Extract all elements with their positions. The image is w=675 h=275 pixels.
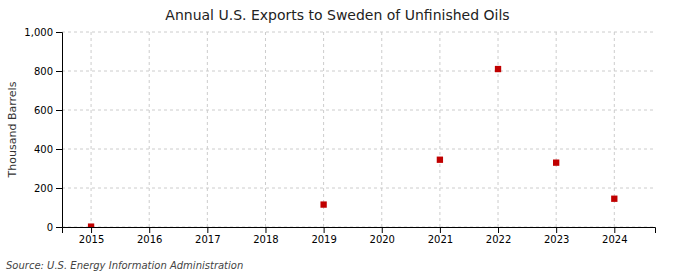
x-tick-mark: [265, 227, 266, 233]
x-tick-mark: [149, 227, 150, 233]
title: Annual U.S. Exports to Sweden of Unfinis…: [165, 7, 509, 23]
y-axis: 0 200 400 600 800 1,000: [24, 27, 62, 233]
x-tick-label: 2020: [370, 234, 395, 245]
y-tick-label: 400: [34, 144, 53, 155]
x-tick: 2022: [486, 227, 511, 245]
x-tick-label: 2023: [544, 234, 569, 245]
y-axis-label: Thousand Barrels: [6, 81, 19, 178]
point: [437, 157, 443, 163]
grid-line-y: [62, 188, 655, 189]
annotation: Source: U.S. Energy Information Administ…: [6, 260, 243, 271]
chart-container: 2015 2016 2017 2018 2019 2020 2021 2022 2023 2024…: [0, 0, 675, 275]
x-tick: 2021: [428, 227, 453, 245]
x-axis-line: [63, 228, 656, 234]
y-tick: 600: [34, 105, 62, 116]
y-tick: 200: [34, 183, 62, 194]
x-tick-mark: [207, 227, 208, 233]
grid: [62, 32, 655, 227]
point: [88, 223, 94, 227]
point: [495, 66, 501, 72]
x-tick: 2023: [544, 227, 569, 245]
y-tick-mark: [56, 110, 62, 111]
x-tick-label: 2024: [602, 234, 627, 245]
y-tick: 400: [34, 144, 62, 155]
y-tick-label: 0: [47, 222, 53, 233]
chart-svg: 2015 2016 2017 2018 2019 2020 2021 2022 2023 2024…: [0, 0, 675, 275]
grid-line-y: [62, 71, 655, 72]
x-tick-label: 2022: [486, 234, 511, 245]
y-tick-label: 1,000: [24, 27, 53, 38]
y-tick: 800: [34, 66, 62, 77]
x-tick-mark: [91, 227, 92, 233]
plot-area: 2015 2016 2017 2018 2019 2020 2021 2022 2023 2024…: [24, 27, 655, 245]
x-tick-label: 2019: [311, 234, 336, 245]
point: [320, 201, 326, 207]
x-tick-label: 2015: [79, 234, 104, 245]
grid-line-x: [323, 32, 324, 227]
y-tick-mark: [56, 32, 62, 33]
x-tick: 2024: [602, 227, 627, 245]
grid-line-y: [62, 149, 655, 150]
x-tick: 2015: [79, 227, 104, 245]
y-tick: 0: [47, 222, 62, 233]
grid-line-x: [265, 32, 266, 227]
x-tick: 2017: [195, 227, 220, 245]
y-tick-label: 200: [34, 183, 53, 194]
x-tick: 2016: [137, 227, 162, 245]
x-tick-label: 2018: [253, 234, 278, 245]
grid-line-x: [498, 32, 499, 227]
y-tick-label: 800: [34, 66, 53, 77]
y-tick-mark: [56, 71, 62, 72]
y-tick: 1,000: [24, 27, 62, 38]
x-tick: 2018: [253, 227, 278, 245]
y-axis-line: [56, 33, 63, 228]
points: [88, 66, 618, 227]
x-tick: 2020: [370, 227, 395, 245]
x-tick-mark: [382, 227, 383, 233]
y-tick-mark: [56, 149, 62, 150]
grid-line-x: [91, 32, 92, 227]
x-axis: 2015 2016 2017 2018 2019 2020 2021 2022 2023 2024: [63, 227, 656, 245]
grid-line-x: [381, 32, 382, 227]
y-tick-mark: [56, 188, 62, 189]
y-tick-label: 600: [34, 105, 53, 116]
x-tick-label: 2017: [195, 234, 220, 245]
x-tick-mark: [556, 227, 557, 233]
grid-line-y: [62, 110, 655, 111]
x-tick-mark: [440, 227, 441, 233]
x-tick-mark: [614, 227, 615, 233]
x-tick-label: 2021: [428, 234, 453, 245]
grid-line-x: [439, 32, 440, 227]
grid-line-y: [62, 32, 655, 33]
x-tick-mark: [498, 227, 499, 233]
y-tick-mark: [56, 227, 62, 228]
x-tick: 2019: [311, 227, 336, 245]
grid-line-x: [149, 32, 150, 227]
grid-line-x: [556, 32, 557, 227]
point: [611, 196, 617, 202]
grid-line-x: [207, 32, 208, 227]
x-tick-label: 2016: [137, 234, 162, 245]
x-tick-mark: [324, 227, 325, 233]
point: [553, 159, 559, 165]
